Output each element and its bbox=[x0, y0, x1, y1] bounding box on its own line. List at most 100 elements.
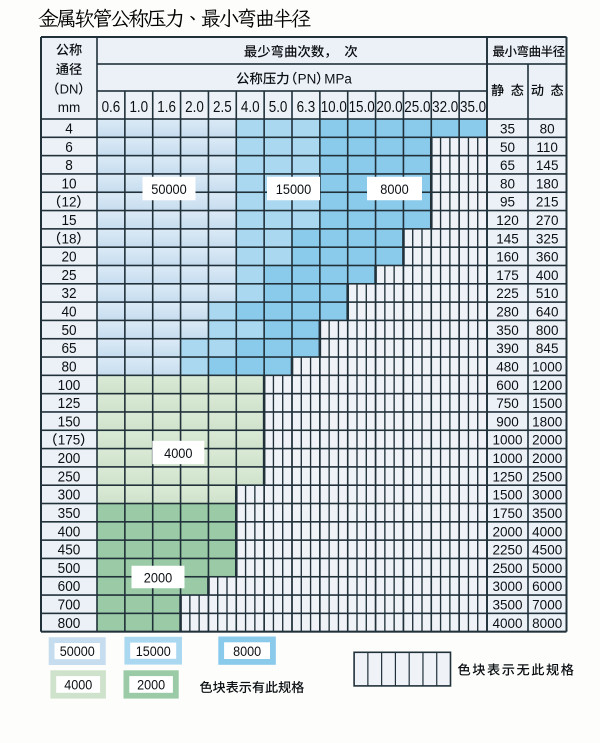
svg-text:250: 250 bbox=[58, 468, 81, 485]
svg-text:200: 200 bbox=[58, 450, 81, 467]
svg-text:175: 175 bbox=[58, 433, 81, 448]
svg-text:25: 25 bbox=[61, 266, 76, 283]
svg-text:50: 50 bbox=[61, 321, 76, 338]
svg-text:0.6: 0.6 bbox=[102, 99, 121, 116]
svg-text:2000: 2000 bbox=[137, 677, 165, 693]
svg-text:15: 15 bbox=[61, 212, 76, 229]
svg-text:2000: 2000 bbox=[532, 451, 562, 466]
svg-text:800: 800 bbox=[58, 614, 81, 631]
svg-text:12: 12 bbox=[62, 195, 77, 210]
svg-text:1.0: 1.0 bbox=[129, 99, 148, 116]
svg-text:80: 80 bbox=[500, 176, 515, 191]
svg-text:8000: 8000 bbox=[532, 616, 562, 631]
svg-text:600: 600 bbox=[58, 578, 81, 595]
svg-text:510: 510 bbox=[536, 286, 559, 301]
svg-text:280: 280 bbox=[496, 305, 519, 320]
svg-text:10.0: 10.0 bbox=[321, 99, 347, 116]
svg-text:50000: 50000 bbox=[60, 644, 95, 660]
svg-text:145: 145 bbox=[496, 231, 519, 246]
svg-text:300: 300 bbox=[58, 486, 81, 503]
svg-text:400: 400 bbox=[58, 523, 81, 540]
svg-text:32.0: 32.0 bbox=[432, 99, 458, 116]
svg-text:2000: 2000 bbox=[532, 433, 562, 448]
svg-text:225: 225 bbox=[496, 286, 519, 301]
svg-text:2000: 2000 bbox=[492, 524, 522, 539]
svg-text:400: 400 bbox=[536, 268, 559, 283]
svg-text:270: 270 bbox=[536, 213, 559, 228]
svg-text:2000: 2000 bbox=[144, 570, 172, 586]
svg-text:7000: 7000 bbox=[532, 598, 562, 613]
svg-text:900: 900 bbox=[496, 414, 519, 429]
svg-text:35: 35 bbox=[500, 121, 515, 136]
svg-text:700: 700 bbox=[58, 596, 81, 613]
svg-text:15000: 15000 bbox=[276, 181, 312, 197]
svg-text:120: 120 bbox=[496, 213, 519, 228]
svg-text:4000: 4000 bbox=[532, 524, 562, 539]
svg-text:10: 10 bbox=[61, 175, 76, 192]
svg-text:6.3: 6.3 bbox=[297, 99, 316, 116]
svg-text:MPa: MPa bbox=[324, 71, 352, 86]
svg-text:350: 350 bbox=[58, 504, 81, 521]
svg-text:6: 6 bbox=[65, 138, 73, 155]
svg-text:150: 150 bbox=[58, 413, 81, 430]
svg-text:110: 110 bbox=[536, 140, 558, 155]
svg-text:80: 80 bbox=[540, 121, 555, 136]
svg-text:640: 640 bbox=[536, 305, 559, 320]
svg-text:8000: 8000 bbox=[233, 643, 261, 659]
svg-text:6000: 6000 bbox=[532, 579, 562, 594]
svg-text:65: 65 bbox=[61, 340, 76, 357]
svg-text:4.0: 4.0 bbox=[241, 99, 260, 116]
svg-text:80: 80 bbox=[61, 358, 76, 375]
svg-text:450: 450 bbox=[58, 541, 81, 558]
svg-text:1200: 1200 bbox=[532, 378, 562, 393]
svg-text:50000: 50000 bbox=[151, 181, 187, 197]
svg-text:35.0: 35.0 bbox=[460, 99, 486, 116]
svg-text:20.0: 20.0 bbox=[376, 99, 402, 116]
svg-text:65: 65 bbox=[500, 158, 515, 173]
svg-text:1500: 1500 bbox=[492, 488, 522, 503]
svg-text:2250: 2250 bbox=[492, 543, 522, 558]
svg-text:1.6: 1.6 bbox=[157, 99, 176, 116]
svg-text:1000: 1000 bbox=[532, 359, 562, 374]
svg-text:18: 18 bbox=[62, 231, 77, 246]
svg-text:215: 215 bbox=[536, 195, 559, 210]
svg-text:750: 750 bbox=[496, 396, 519, 411]
svg-text:480: 480 bbox=[496, 359, 519, 374]
svg-text:125: 125 bbox=[58, 395, 81, 412]
svg-text:3500: 3500 bbox=[532, 506, 562, 521]
svg-text:325: 325 bbox=[536, 231, 559, 246]
svg-text:600: 600 bbox=[496, 378, 519, 393]
svg-text:DN: DN bbox=[60, 82, 79, 97]
svg-text:1800: 1800 bbox=[532, 414, 562, 429]
svg-text:100: 100 bbox=[58, 376, 81, 393]
svg-text:32: 32 bbox=[61, 285, 76, 302]
svg-text:500: 500 bbox=[58, 559, 81, 576]
svg-text:160: 160 bbox=[496, 250, 519, 265]
svg-text:PN: PN bbox=[298, 71, 317, 86]
svg-text:2.0: 2.0 bbox=[185, 99, 204, 116]
svg-text:390: 390 bbox=[496, 341, 519, 356]
svg-text:2500: 2500 bbox=[532, 469, 562, 484]
svg-text:50: 50 bbox=[500, 140, 515, 155]
svg-text:360: 360 bbox=[536, 250, 559, 265]
svg-text:5.0: 5.0 bbox=[269, 99, 288, 116]
svg-text:mm: mm bbox=[58, 100, 81, 115]
svg-text:1250: 1250 bbox=[492, 469, 522, 484]
svg-text:1000: 1000 bbox=[492, 451, 522, 466]
svg-text:175: 175 bbox=[496, 268, 519, 283]
svg-text:845: 845 bbox=[536, 341, 559, 356]
svg-text:4500: 4500 bbox=[532, 543, 562, 558]
svg-text:145: 145 bbox=[536, 158, 559, 173]
svg-text:180: 180 bbox=[536, 176, 559, 191]
svg-text:1500: 1500 bbox=[532, 396, 562, 411]
svg-text:800: 800 bbox=[536, 323, 559, 338]
svg-text:8000: 8000 bbox=[380, 181, 408, 197]
svg-text:40: 40 bbox=[61, 303, 76, 320]
svg-text:3000: 3000 bbox=[492, 579, 522, 594]
svg-text:2.5: 2.5 bbox=[213, 99, 232, 116]
svg-text:3500: 3500 bbox=[492, 598, 522, 613]
svg-text:4000: 4000 bbox=[64, 677, 92, 693]
svg-text:4000: 4000 bbox=[492, 616, 522, 631]
svg-text:3000: 3000 bbox=[532, 488, 562, 503]
svg-text:4: 4 bbox=[65, 120, 73, 137]
